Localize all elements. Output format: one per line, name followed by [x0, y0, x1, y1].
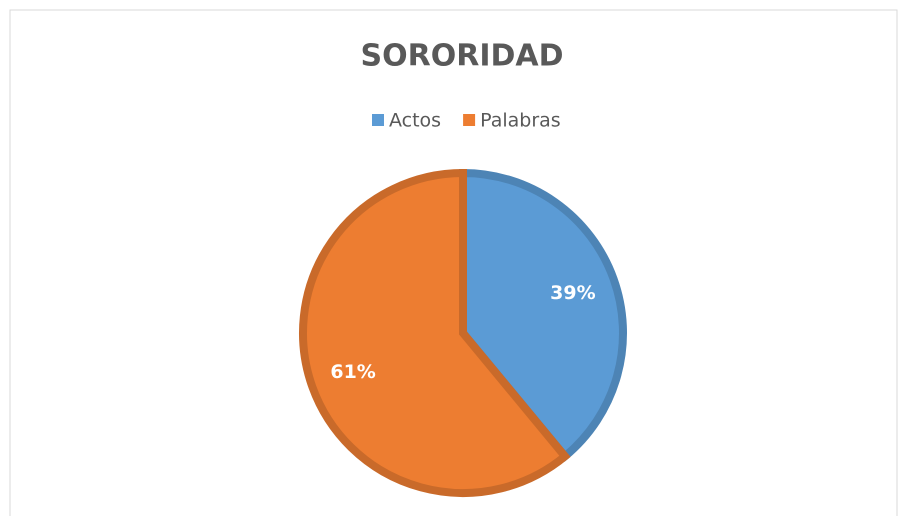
- legend-label: Palabras: [480, 110, 561, 132]
- pie-slice: [459, 168, 627, 462]
- legend-swatch: [372, 114, 384, 126]
- data-label: 39%: [550, 282, 595, 304]
- chart-border: [9, 9, 898, 516]
- chart-title: SORORIDAD: [361, 39, 564, 74]
- legend-label: Actos: [389, 110, 441, 132]
- legend-swatch: [463, 114, 476, 126]
- data-label: 61%: [330, 361, 375, 383]
- pie-slice: [299, 168, 571, 497]
